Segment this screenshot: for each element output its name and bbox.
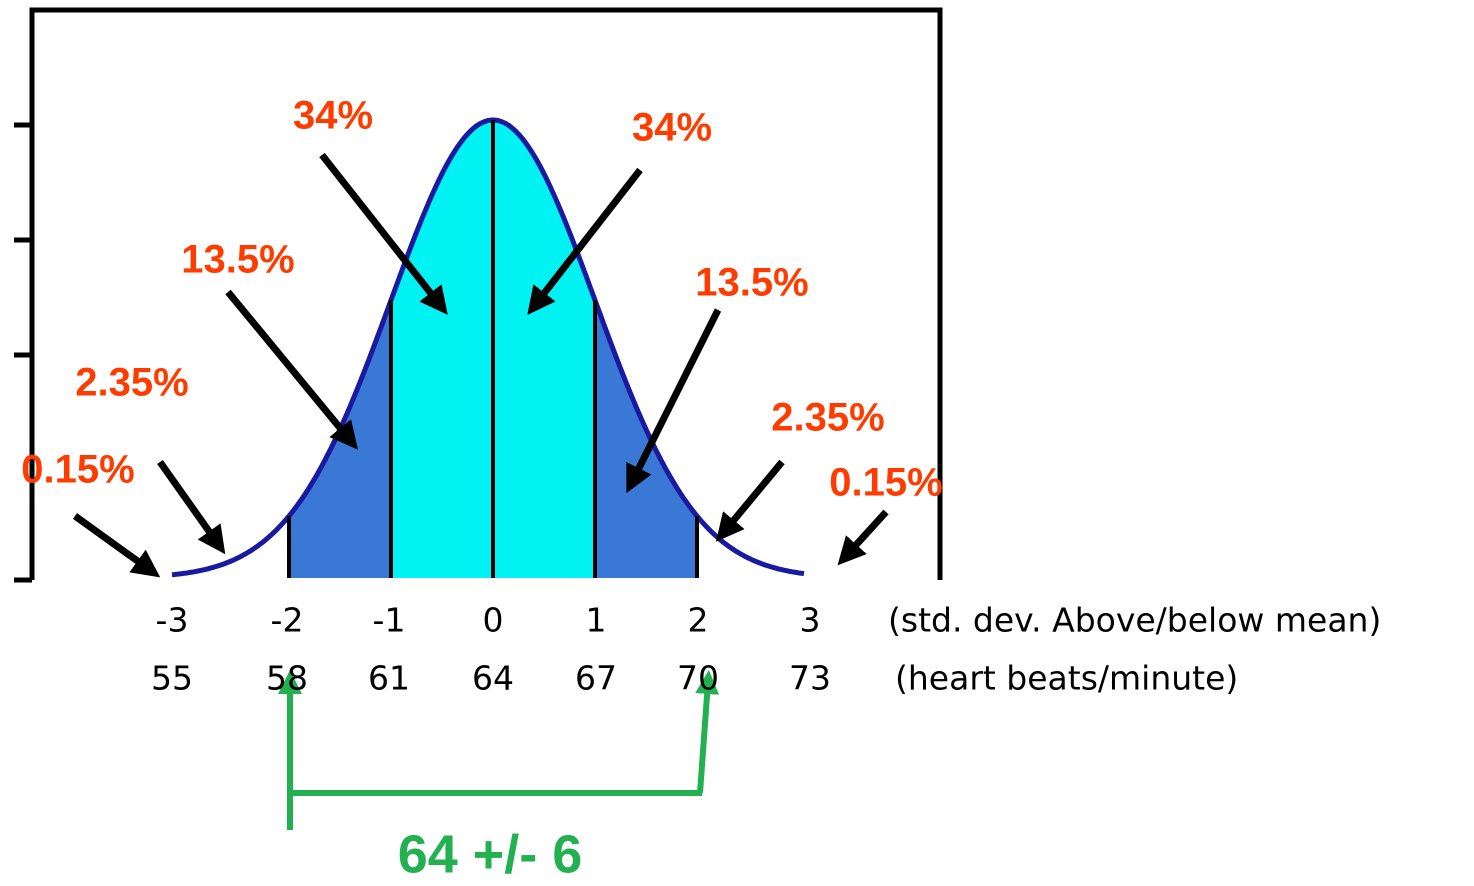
range-bracket <box>278 670 720 830</box>
bpm-label: 73 <box>789 659 831 698</box>
sd-label: 0 <box>483 601 504 640</box>
percent-label: 34% <box>632 106 712 150</box>
plot-border <box>29 7 943 580</box>
percent-label: 2.35% <box>75 361 188 405</box>
sd-label: 2 <box>688 601 709 640</box>
range-label: 64 +/- 6 <box>398 824 583 884</box>
arrow <box>72 513 161 578</box>
sd-label: -2 <box>271 601 304 640</box>
sd-label: 3 <box>800 601 821 640</box>
bpm-label: 58 <box>266 659 308 698</box>
arrow <box>157 459 226 555</box>
sd-label: -3 <box>156 601 189 640</box>
labels: 34% 34% 13.5% 13.5% 2.35% 2.35% 0.15% 0.15% -3 -2… <box>21 94 1381 885</box>
sd-caption: (std. dev. Above/below mean) <box>888 601 1381 640</box>
arrow <box>626 308 722 494</box>
percent-label: 34% <box>293 94 373 138</box>
arrow <box>225 289 359 450</box>
bpm-label: 70 <box>677 659 719 698</box>
percent-label: 0.15% <box>829 461 942 505</box>
frame <box>14 7 943 583</box>
bell-curve <box>171 117 805 578</box>
percent-label: 0.15% <box>21 448 134 492</box>
arrow <box>695 670 720 794</box>
percent-label: 13.5% <box>181 238 294 282</box>
bpm-caption: (heart beats/minute) <box>895 659 1238 698</box>
percent-label: 2.35% <box>771 396 884 440</box>
arrows <box>72 152 889 578</box>
arrow <box>527 167 643 315</box>
bpm-label: 61 <box>368 659 410 698</box>
arrow <box>837 509 889 566</box>
bpm-label: 64 <box>472 659 514 698</box>
sd-label: -1 <box>373 601 406 640</box>
bpm-label: 67 <box>575 659 617 698</box>
arrow <box>715 459 785 542</box>
sd-label: 1 <box>586 601 607 640</box>
bpm-label: 55 <box>151 659 193 698</box>
arrow <box>319 152 448 315</box>
percent-label: 13.5% <box>695 261 808 305</box>
